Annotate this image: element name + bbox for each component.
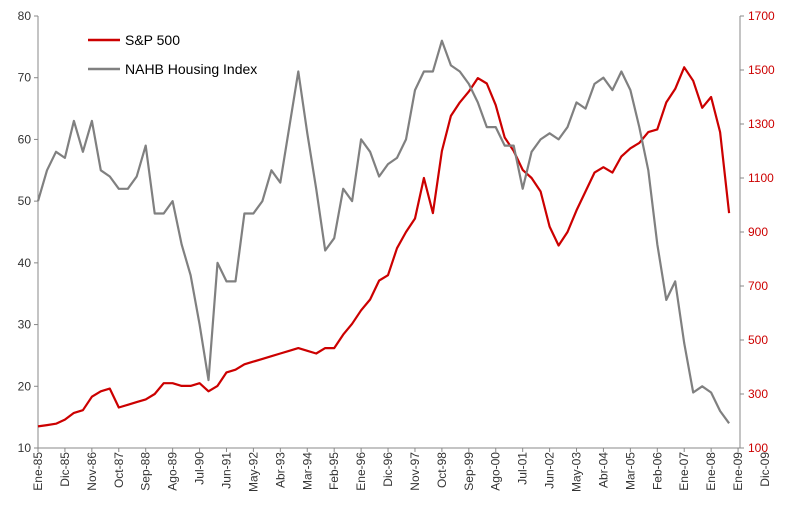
x-tick-label: Jul-90	[193, 452, 207, 485]
x-tick-label: Mar-94	[300, 452, 314, 490]
x-tick-label: Sep-88	[139, 452, 153, 491]
x-tick-label: Feb-06	[650, 452, 664, 490]
x-tick-label: Jun-91	[219, 452, 233, 489]
x-tick-label: Abr-93	[273, 452, 287, 488]
y2-tick-label: 700	[748, 279, 768, 293]
x-tick-label: Mar-05	[623, 452, 637, 490]
y-tick-label: 20	[18, 379, 32, 393]
x-tick-label: Jul-01	[516, 452, 530, 485]
x-tick-label: Nov-97	[408, 452, 422, 491]
x-tick-label: Ene-85	[31, 452, 45, 491]
y-tick-label: 10	[18, 441, 32, 455]
x-tick-label: Jun-02	[543, 452, 557, 489]
series-line	[36, 39, 730, 424]
y2-tick-label: 900	[748, 225, 768, 239]
y2-tick-label: 300	[748, 387, 768, 401]
y-tick-label: 80	[18, 9, 32, 23]
y-tick-label: 70	[18, 71, 32, 85]
x-tick-label: Ene-09	[731, 452, 745, 491]
y2-tick-label: 500	[748, 333, 768, 347]
x-tick-label: Dic-96	[381, 452, 395, 487]
y-tick-label: 40	[18, 256, 32, 270]
x-tick-label: Feb-95	[327, 452, 341, 490]
x-tick-label: Ene-08	[704, 452, 718, 491]
x-tick-label: May-03	[570, 452, 584, 492]
x-tick-label: Sep-99	[462, 452, 476, 491]
x-tick-label: Ago-00	[489, 452, 503, 491]
x-tick-label: Ene-96	[354, 452, 368, 491]
x-tick-label: Ene-07	[677, 452, 691, 491]
y2-tick-label: 1500	[748, 63, 775, 77]
x-tick-label: Oct-98	[435, 452, 449, 488]
x-tick-label: Abr-04	[596, 452, 610, 488]
x-tick-label: Nov-86	[85, 452, 99, 491]
y-tick-label: 30	[18, 318, 32, 332]
y-tick-label: 60	[18, 132, 32, 146]
x-tick-label: Ago-89	[166, 452, 180, 491]
y2-tick-label: 1300	[748, 117, 775, 131]
legend-label: NAHB Housing Index	[125, 61, 257, 77]
x-tick-label: May-92	[246, 452, 260, 492]
y2-tick-label: 1100	[748, 171, 774, 185]
x-tick-label: Dic-09	[758, 452, 772, 487]
y2-tick-label: 100	[748, 441, 768, 455]
x-tick-label: Dic-85	[58, 452, 72, 487]
y2-tick-label: 1700	[748, 9, 775, 23]
y-tick-label: 50	[18, 194, 32, 208]
legend-label: S&P 500	[125, 32, 180, 48]
series-line	[37, 66, 731, 428]
x-tick-label: Oct-87	[112, 452, 126, 488]
